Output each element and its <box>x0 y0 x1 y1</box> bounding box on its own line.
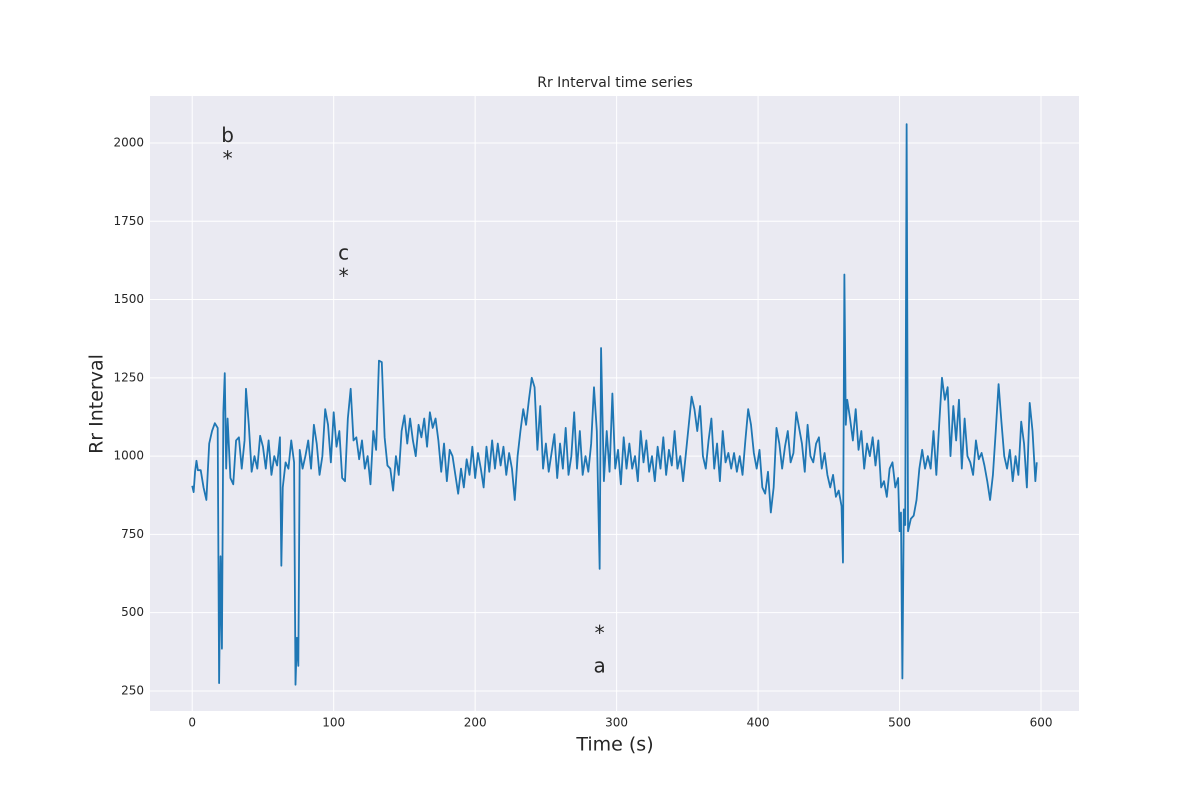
x-axis-label: Time (s) <box>575 734 653 756</box>
y-axis-label: Rr Interval <box>86 354 108 454</box>
x-tick-label: 600 <box>1030 716 1053 730</box>
x-tick-label: 100 <box>322 716 345 730</box>
data-line <box>191 123 1038 686</box>
x-tick-label: 500 <box>888 716 911 730</box>
annotation: * <box>223 146 233 170</box>
annotation: a <box>594 654 606 678</box>
x-tick-label: 400 <box>747 716 770 730</box>
y-tick-label: 1500 <box>113 292 144 306</box>
x-tick-label: 200 <box>464 716 487 730</box>
annotation: * <box>339 264 349 288</box>
x-tick-label: 300 <box>605 716 628 730</box>
annotation: c <box>338 240 349 264</box>
y-tick-label: 1250 <box>113 370 144 384</box>
y-tick-label: 250 <box>121 683 144 697</box>
annotation: * <box>595 621 605 645</box>
y-tick-label: 2000 <box>113 135 144 149</box>
chart-title: Rr Interval time series <box>537 75 693 91</box>
y-tick-label: 500 <box>121 605 144 619</box>
y-tick-label: 1750 <box>113 214 144 228</box>
y-tick-label: 750 <box>121 527 144 541</box>
x-tick-label: 0 <box>188 716 196 730</box>
plot-area <box>150 96 1079 711</box>
y-tick-label: 1000 <box>113 449 144 463</box>
annotation: b <box>221 123 234 147</box>
